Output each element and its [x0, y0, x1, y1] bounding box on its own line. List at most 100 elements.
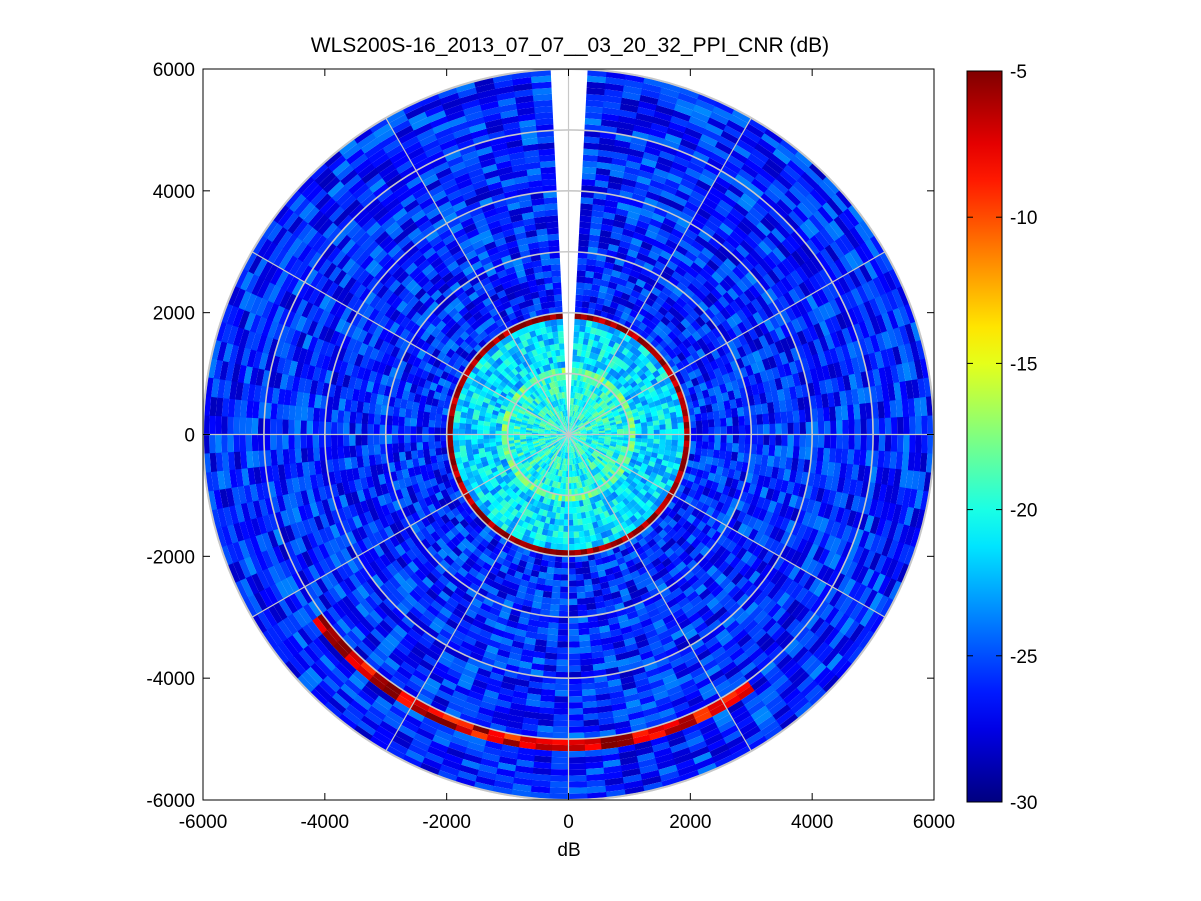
ppi-cell — [562, 482, 566, 490]
ppi-cell — [588, 528, 596, 536]
ppi-cell — [569, 440, 571, 447]
ppi-cell — [747, 483, 757, 496]
ppi-cell — [650, 286, 662, 297]
ppi-cell — [583, 578, 593, 587]
ppi-cell — [594, 416, 602, 421]
ppi-cell — [538, 460, 545, 467]
ppi-cell — [576, 604, 587, 611]
ppi-cell — [665, 395, 673, 403]
ppi-cell — [732, 443, 739, 453]
ppi-cell — [565, 416, 568, 423]
ppi-cell — [596, 322, 605, 331]
ppi-cell — [580, 435, 587, 437]
ppi-cell — [747, 327, 759, 342]
ppi-cell — [632, 477, 641, 485]
ppi-cell — [409, 533, 421, 546]
ppi-cell — [349, 422, 356, 435]
ppi-cell — [570, 446, 573, 453]
ppi-cell — [466, 315, 477, 326]
ppi-cell — [373, 518, 384, 532]
ppi-cell — [575, 457, 580, 464]
ppi-cell — [495, 434, 502, 439]
ppi-cell — [640, 418, 647, 424]
ppi-cell — [555, 420, 561, 426]
ppi-cell — [720, 426, 727, 436]
ppi-cell — [708, 434, 715, 443]
ppi-cell — [434, 427, 441, 435]
ppi-cell — [550, 264, 561, 271]
ppi-cell — [414, 568, 427, 581]
ppi-cell — [511, 303, 521, 313]
ppi-cell — [478, 447, 486, 454]
ppi-cell — [458, 551, 469, 563]
ppi-cell — [577, 386, 582, 394]
ppi-cell — [507, 437, 514, 441]
ppi-cell — [615, 283, 626, 293]
ppi-cell — [609, 458, 616, 465]
ppi-cell — [621, 497, 630, 506]
ppi-cell — [564, 391, 567, 399]
ppi-cell — [440, 420, 448, 429]
ppi-cell — [585, 424, 592, 429]
ppi-cell — [450, 296, 462, 308]
ppi-cell — [591, 521, 599, 529]
ppi-cell — [573, 482, 578, 490]
ppi-cell — [562, 452, 565, 459]
ppi-cell — [432, 304, 445, 317]
ppi-cell — [517, 559, 528, 568]
ppi-cell — [563, 476, 567, 484]
ppi-cell — [579, 542, 587, 550]
ppi-cell — [609, 275, 620, 285]
ppi-cell — [483, 438, 490, 444]
ppi-cell — [658, 419, 666, 426]
ppi-cell — [677, 422, 685, 430]
ppi-cell — [361, 444, 369, 457]
ppi-cell — [552, 356, 558, 363]
ppi-cell — [579, 427, 586, 431]
ppi-cell — [583, 332, 591, 340]
ppi-cell — [440, 523, 451, 535]
ppi-cell — [533, 506, 541, 515]
ppi-cell — [664, 444, 672, 452]
ppi-cell — [497, 467, 506, 475]
ppi-cell — [598, 241, 610, 250]
ppi-cell — [554, 368, 560, 375]
ppi-cell — [368, 485, 378, 499]
ppi-cell — [769, 423, 776, 436]
ppi-cell — [416, 552, 429, 565]
ppi-cell — [594, 558, 604, 566]
ppi-cell — [744, 434, 752, 445]
ppi-cell — [553, 337, 560, 345]
ppi-cell — [581, 467, 586, 475]
ppi-cell — [622, 573, 633, 583]
ppi-cell — [446, 440, 454, 448]
ppi-cell — [612, 398, 620, 405]
ppi-cell — [430, 455, 438, 464]
ppi-cell — [548, 388, 554, 396]
ppi-cell — [454, 531, 466, 543]
ppi-cell — [455, 602, 468, 614]
ppi-cell — [513, 425, 521, 430]
ppi-cell — [593, 527, 601, 535]
ppi-cell — [579, 209, 593, 217]
ppi-cell — [534, 390, 540, 397]
ppi-cell — [399, 459, 408, 470]
ppi-cell — [562, 458, 565, 465]
ppi-cell — [388, 490, 398, 503]
ppi-cell — [568, 495, 573, 502]
ppi-cell — [507, 497, 515, 506]
ppi-cell — [472, 448, 480, 455]
ppi-cell — [721, 485, 731, 497]
ppi-cell — [476, 607, 490, 619]
ppi-cell — [545, 424, 552, 428]
ppi-cell — [428, 441, 436, 450]
ppi-cell — [565, 404, 568, 411]
ppi-cell — [548, 356, 554, 364]
ppi-cell — [777, 388, 786, 402]
ppi-cell — [564, 495, 569, 502]
ppi-cell — [535, 374, 542, 382]
ppi-cell — [544, 426, 552, 430]
ppi-cell — [502, 228, 516, 238]
ppi-cell — [431, 461, 440, 471]
ppi-cell — [759, 486, 769, 500]
